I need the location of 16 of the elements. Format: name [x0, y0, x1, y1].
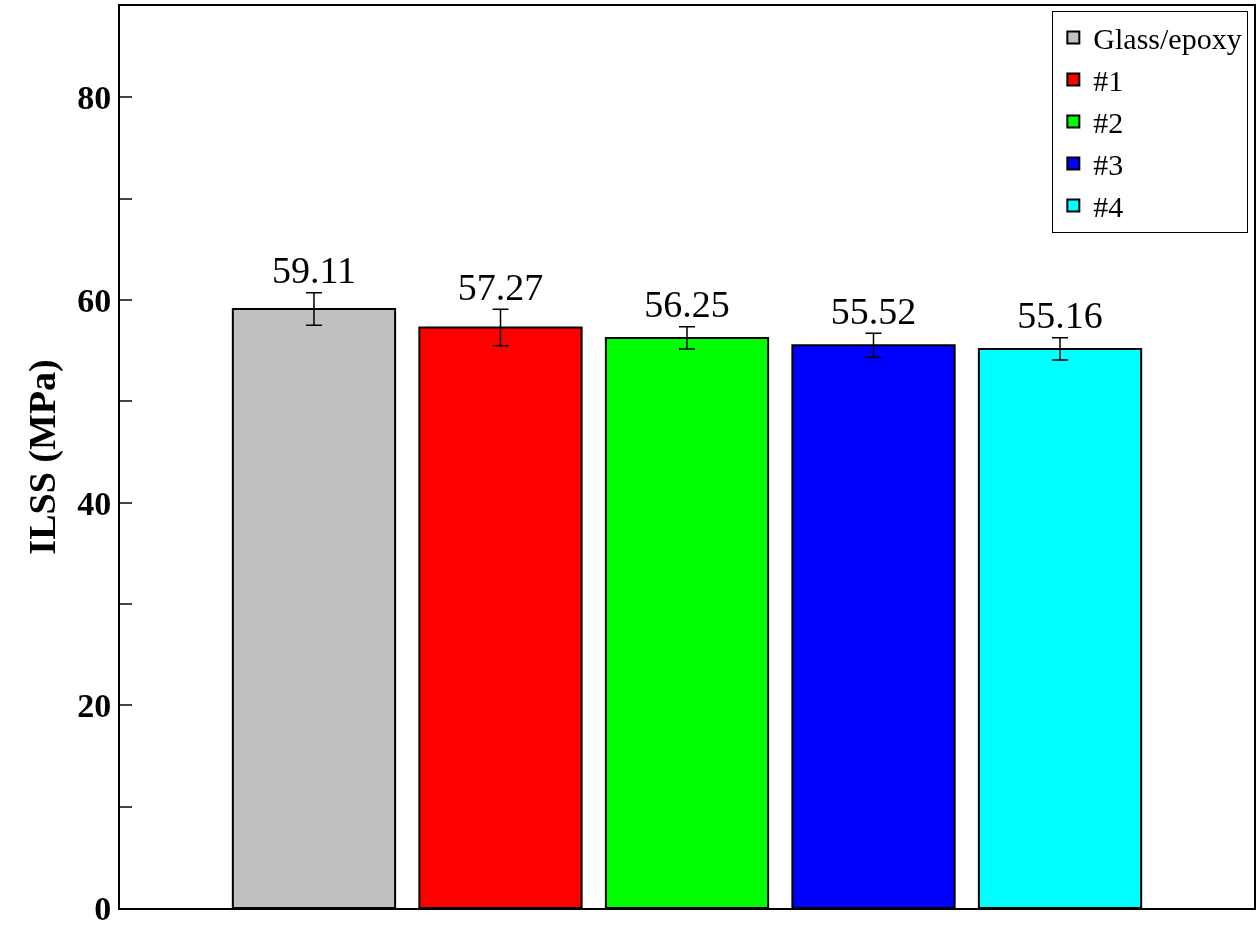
data-label: 55.52: [830, 289, 917, 332]
legend-label: #3: [1093, 148, 1124, 182]
data-label: 55.16: [1017, 294, 1103, 337]
y-tick-label: 80: [77, 79, 112, 117]
legend-label: #1: [1093, 64, 1124, 98]
y-tick-label: 0: [94, 889, 112, 927]
y-tick-label: 20: [77, 687, 112, 725]
data-label: 57.27: [457, 265, 544, 308]
y-axis-title: ILSS (MPa): [20, 359, 64, 555]
legend-label: #4: [1093, 190, 1124, 224]
data-label: 59.11: [271, 249, 357, 292]
y-tick-label: 40: [77, 484, 112, 522]
legend-label: Glass/epoxy: [1093, 22, 1242, 56]
y-tick-label: 60: [77, 281, 112, 319]
legend-label: #2: [1093, 106, 1124, 140]
data-label: 56.25: [644, 283, 730, 326]
